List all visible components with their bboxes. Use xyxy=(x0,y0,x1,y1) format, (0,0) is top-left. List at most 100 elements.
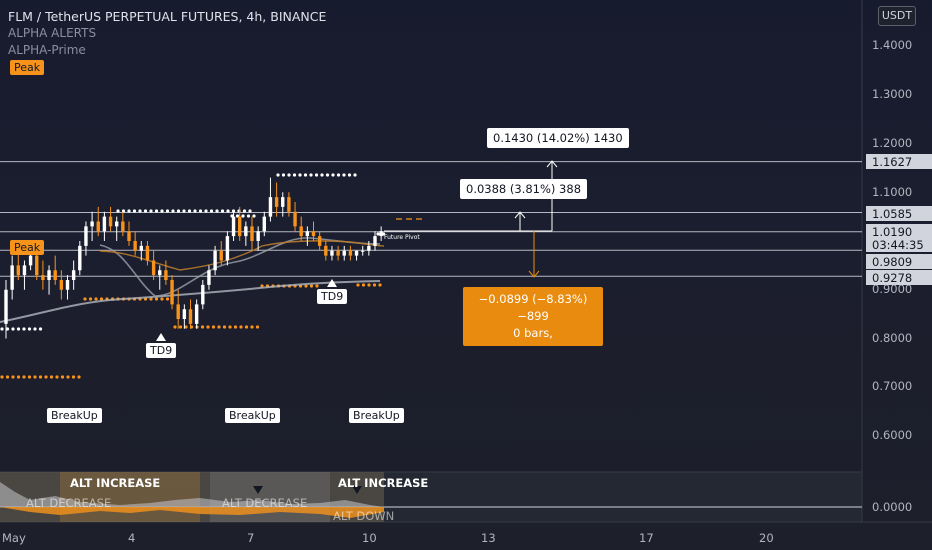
candle-body xyxy=(96,221,100,232)
price-label-current: 1.0190 03:44:35 xyxy=(866,224,932,252)
price-label-low: 0.9278 xyxy=(866,270,932,285)
current-price: 1.0190 xyxy=(872,225,913,239)
support-dot xyxy=(38,375,43,379)
resistance-dot xyxy=(298,173,302,177)
support-dot xyxy=(22,327,26,331)
alt-decrease-label: ALT DECREASE xyxy=(26,496,112,510)
price-tick: 0.6000 xyxy=(872,428,913,442)
support-dot xyxy=(83,297,87,301)
resistance-dot xyxy=(220,209,225,213)
measure-down[interactable]: −0.0899 (−8.83%) −899 0 bars, xyxy=(463,287,603,346)
support-dot xyxy=(27,375,32,379)
candle-body xyxy=(16,265,20,276)
resistance-dot xyxy=(303,173,308,177)
candle-body xyxy=(90,221,94,227)
support-dot xyxy=(33,327,37,331)
resistance-dot xyxy=(342,173,346,177)
support-dot xyxy=(49,375,54,379)
candle-body xyxy=(367,245,371,251)
support-dot xyxy=(184,325,188,329)
td9-marker: TD9 xyxy=(146,333,177,358)
support-dot xyxy=(94,297,98,301)
candle-body xyxy=(250,226,254,241)
candle-body xyxy=(231,216,236,237)
resistance-dot xyxy=(320,173,324,177)
price-tick: 1.3000 xyxy=(872,87,913,101)
resistance-dot xyxy=(376,232,380,236)
candle-body xyxy=(305,231,310,237)
resistance-dot xyxy=(252,214,256,218)
measure-up-large[interactable]: 0.1430 (14.02%) 1430 xyxy=(487,128,629,148)
support-dot xyxy=(0,375,4,379)
time-tick: May xyxy=(2,531,26,545)
support-dot xyxy=(11,327,15,331)
symbol-title[interactable]: FLM / TetherUS PERPETUAL FUTURES, 4h, BI… xyxy=(8,9,327,24)
trend-ma-line xyxy=(99,240,385,271)
candle-body xyxy=(219,250,223,261)
indicator-alpha-alerts[interactable]: ALPHA ALERTS xyxy=(8,26,97,40)
support-dot xyxy=(66,375,70,379)
breakup-marker: BreakUp xyxy=(349,408,404,423)
support-dot xyxy=(60,375,65,379)
time-tick: 7 xyxy=(247,531,255,545)
resistance-dot xyxy=(347,173,352,177)
candle-body xyxy=(10,265,14,290)
resistance-dot xyxy=(231,209,236,213)
resistance-dot xyxy=(292,173,297,177)
triangle-up-icon xyxy=(156,333,167,341)
measure-down-bars: 0 bars, xyxy=(513,326,553,340)
support-dot xyxy=(0,327,4,331)
candle-body xyxy=(262,216,266,232)
support-dot xyxy=(206,325,210,329)
fast-ma-line xyxy=(99,237,381,297)
support-dot xyxy=(173,325,177,329)
support-dot xyxy=(250,325,254,329)
triangle-up-icon xyxy=(327,279,338,287)
measure-up-small[interactable]: 0.0388 (3.81%) 388 xyxy=(460,179,588,199)
support-dot xyxy=(356,283,360,287)
candle-body xyxy=(194,304,199,324)
support-dot xyxy=(315,284,319,288)
support-dot xyxy=(154,297,159,301)
candle-body xyxy=(213,250,217,271)
support-dot xyxy=(165,297,170,301)
resistance-dot xyxy=(116,209,120,213)
support-dot xyxy=(211,325,216,329)
support-dot xyxy=(5,375,10,379)
time-tick: 20 xyxy=(759,531,774,545)
time-tick: 17 xyxy=(639,531,654,545)
price-tick: 0.8000 xyxy=(872,331,913,345)
oscillator-area-up xyxy=(0,482,384,507)
resistance-dot xyxy=(242,209,247,213)
support-dot xyxy=(33,375,37,379)
support-dot xyxy=(233,325,238,329)
candle-body xyxy=(348,250,353,256)
support-dot xyxy=(239,325,243,329)
alt-increase-label: ALT INCREASE xyxy=(70,476,161,490)
support-dot xyxy=(378,283,382,287)
support-dot xyxy=(217,325,221,329)
candle-body xyxy=(207,270,211,285)
candle-body xyxy=(35,255,39,276)
candle-body xyxy=(379,231,383,237)
support-dot xyxy=(16,375,21,379)
resistance-dot xyxy=(165,209,170,213)
candle-body xyxy=(164,270,168,280)
candle-body xyxy=(354,250,359,256)
candle-body xyxy=(281,197,285,207)
support-dot xyxy=(367,283,371,287)
resistance-dot xyxy=(353,173,357,177)
candle-body xyxy=(299,226,303,237)
price-tick: 1.4000 xyxy=(872,38,913,52)
indicator-alpha-prime[interactable]: ALPHA-Prime xyxy=(8,43,86,57)
resistance-dot xyxy=(276,173,280,177)
candle-body xyxy=(47,270,51,280)
resistance-dot xyxy=(241,214,245,218)
support-dot xyxy=(88,297,93,301)
candle-body xyxy=(373,236,377,246)
currency-button[interactable]: USDT xyxy=(878,6,916,26)
resistance-dot xyxy=(132,209,137,213)
peak-marker: Peak xyxy=(10,60,45,75)
